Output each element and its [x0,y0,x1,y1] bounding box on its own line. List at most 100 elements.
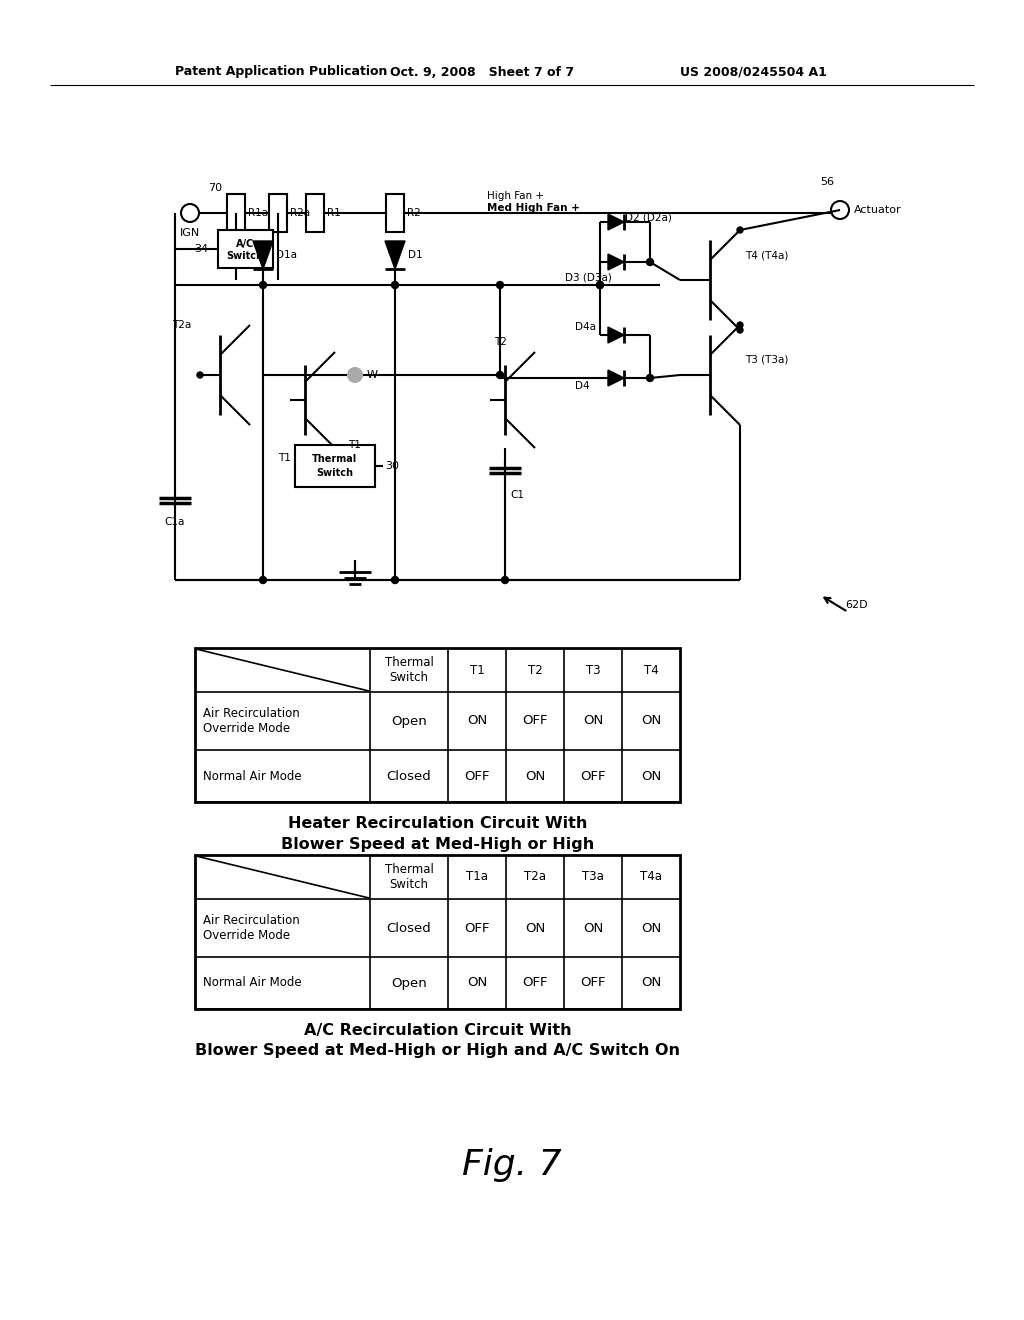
Circle shape [259,577,266,583]
Bar [269,194,287,232]
Circle shape [597,281,603,289]
Text: ON: ON [467,977,487,990]
Text: 70: 70 [208,183,222,193]
Text: C1a: C1a [165,517,185,527]
Text: T2: T2 [494,337,507,347]
Text: ON: ON [583,921,603,935]
Text: C1: C1 [510,490,524,500]
Polygon shape [608,214,624,230]
Text: D1a: D1a [276,249,297,260]
Bar [306,194,324,232]
Text: 56: 56 [820,177,834,187]
Text: D4a: D4a [575,322,596,333]
Text: Closed: Closed [387,770,431,783]
Text: Air Recirculation
Override Mode: Air Recirculation Override Mode [203,913,300,942]
Text: Blower Speed at Med-High or High: Blower Speed at Med-High or High [281,837,594,851]
Bar [386,194,404,232]
Bar [195,648,680,803]
Text: Switch: Switch [316,469,353,478]
Text: Thermal
Switch: Thermal Switch [385,863,433,891]
Text: R1a: R1a [248,209,268,218]
Text: ON: ON [583,714,603,727]
Circle shape [646,259,653,265]
Text: D1: D1 [408,249,423,260]
Text: T1a: T1a [466,870,488,883]
Text: Blower Speed at Med-High or High and A/C Switch On: Blower Speed at Med-High or High and A/C… [195,1044,680,1059]
Text: 62D: 62D [845,601,867,610]
Text: ON: ON [525,770,545,783]
Text: Normal Air Mode: Normal Air Mode [203,977,302,990]
Circle shape [348,368,362,381]
Polygon shape [385,242,406,269]
Text: 34: 34 [194,244,208,253]
Bar [227,194,245,232]
Circle shape [646,375,653,381]
Text: R2: R2 [407,209,421,218]
Text: ON: ON [641,977,662,990]
Text: OFF: OFF [581,770,606,783]
Text: IGN: IGN [180,228,200,238]
Circle shape [197,372,203,378]
Text: ON: ON [525,921,545,935]
Text: D3 (D3a): D3 (D3a) [565,272,612,282]
Circle shape [737,227,743,234]
Text: Fig. 7: Fig. 7 [462,1148,562,1181]
Text: ON: ON [641,921,662,935]
Circle shape [737,322,743,327]
Circle shape [391,281,398,289]
Text: R2a: R2a [290,209,310,218]
Circle shape [497,281,504,289]
Text: OFF: OFF [522,977,548,990]
Text: A/C Recirculation Circuit With: A/C Recirculation Circuit With [304,1023,571,1039]
Text: OFF: OFF [464,770,489,783]
Text: OFF: OFF [464,921,489,935]
Text: T2: T2 [527,664,543,676]
Text: T3a: T3a [582,870,604,883]
Text: Switch: Switch [226,251,263,261]
Bar [218,230,273,268]
Text: ON: ON [467,714,487,727]
Text: Patent Application Publication: Patent Application Publication [175,66,387,78]
Bar [295,445,375,487]
Polygon shape [608,327,624,343]
Text: R1: R1 [327,209,341,218]
Circle shape [502,577,509,583]
Text: Thermal: Thermal [312,454,357,465]
Text: ON: ON [641,714,662,727]
Text: W: W [367,370,378,380]
Text: Air Recirculation
Override Mode: Air Recirculation Override Mode [203,708,300,735]
Text: Open: Open [391,977,427,990]
Text: T3 (T3a): T3 (T3a) [745,355,788,366]
Polygon shape [608,370,624,385]
Text: D2 (D2a): D2 (D2a) [625,213,672,222]
Circle shape [497,371,504,379]
Polygon shape [253,242,273,269]
Text: T2a: T2a [172,319,191,330]
Text: Heater Recirculation Circuit With: Heater Recirculation Circuit With [288,817,587,832]
Text: T4: T4 [644,664,658,676]
Text: Med High Fan +: Med High Fan + [487,203,580,213]
Text: Thermal
Switch: Thermal Switch [385,656,433,684]
Text: OFF: OFF [522,714,548,727]
Text: US 2008/0245504 A1: US 2008/0245504 A1 [680,66,826,78]
Text: Normal Air Mode: Normal Air Mode [203,770,302,783]
Circle shape [597,281,603,289]
Text: Actuator: Actuator [854,205,901,215]
Text: D4: D4 [575,381,590,391]
Text: T4a: T4a [640,870,662,883]
Text: Closed: Closed [387,921,431,935]
Text: Oct. 9, 2008   Sheet 7 of 7: Oct. 9, 2008 Sheet 7 of 7 [390,66,574,78]
Text: T1: T1 [470,664,484,676]
Text: OFF: OFF [581,977,606,990]
Text: High Fan +: High Fan + [487,191,544,201]
Circle shape [737,327,743,333]
Text: T1: T1 [348,440,361,450]
Text: T2a: T2a [524,870,546,883]
Circle shape [391,577,398,583]
Circle shape [259,281,266,289]
Text: Open: Open [391,714,427,727]
Text: T4 (T4a): T4 (T4a) [745,249,788,260]
Bar [195,855,680,1008]
Polygon shape [608,253,624,271]
Text: A/C: A/C [236,239,254,249]
